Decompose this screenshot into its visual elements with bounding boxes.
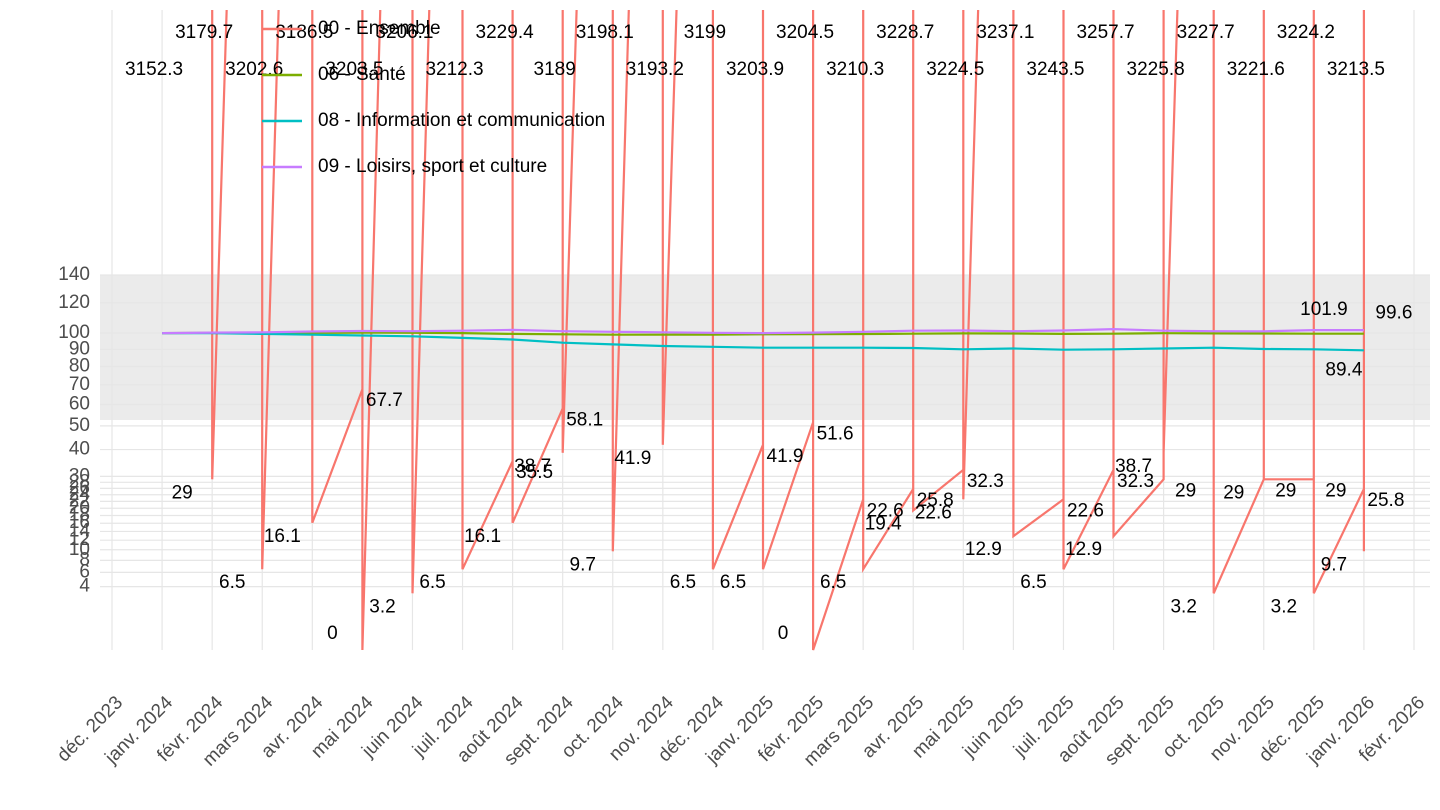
y-tick-label: 4 — [79, 576, 90, 597]
y-tick-label: 12 — [69, 529, 90, 550]
data-label: 3237.1 — [976, 22, 1034, 43]
y-tick-label: 8 — [79, 549, 90, 570]
data-label: 3206.1 — [375, 22, 433, 43]
data-label: 0 — [327, 623, 338, 644]
data-label: 41.9 — [767, 446, 804, 467]
data-label: 22.6 — [867, 500, 904, 521]
legend-label: 06 - Santé — [318, 64, 406, 85]
series-line — [162, 327, 1364, 335]
data-label: 6.5 — [820, 572, 846, 593]
y-tick-label: 140 — [58, 264, 90, 285]
data-label: 101.9 — [1300, 299, 1348, 320]
y-tick-label: 18 — [69, 505, 90, 526]
data-label: 3204.5 — [776, 22, 834, 43]
data-label: 3210.3 — [826, 59, 884, 80]
data-label: 3227.7 — [1177, 22, 1235, 43]
data-label: 3213.5 — [1327, 59, 1385, 80]
data-label: 25.8 — [917, 490, 954, 511]
y-tick-label: 20 — [69, 497, 90, 518]
data-label: 35.5 — [516, 462, 553, 483]
y-tick-label: 90 — [69, 338, 90, 359]
y-tick-label: 80 — [69, 356, 90, 377]
data-label: 9.7 — [1321, 554, 1347, 575]
legend-label: 00 - Ensemble — [318, 18, 441, 39]
legend-label: 09 - Loisirs, sport et culture — [318, 156, 547, 177]
data-label: 22.6 — [915, 502, 952, 523]
data-label: 32.3 — [967, 471, 1004, 492]
y-tick-label: 60 — [69, 394, 90, 415]
data-label: 99.6 — [1375, 303, 1412, 324]
y-tick-label: 100 — [58, 322, 90, 343]
data-label: 25.8 — [1367, 490, 1404, 511]
series-line — [162, 331, 1364, 336]
y-tick-label: 40 — [69, 439, 90, 460]
data-label: 29 — [172, 482, 193, 503]
data-label: 19.4 — [865, 513, 902, 534]
data-label: 3199 — [684, 22, 726, 43]
data-label: 3221.6 — [1227, 59, 1285, 80]
data-label: 22.6 — [1067, 500, 1104, 521]
data-label: 3224.5 — [926, 59, 984, 80]
data-label: 29 — [1325, 480, 1346, 501]
data-label: 41.9 — [614, 448, 651, 469]
data-label: 38.7 — [1115, 456, 1152, 477]
y-tick-label: 30 — [69, 465, 90, 486]
data-label: 3186.5 — [275, 22, 333, 43]
y-tick-label: 24 — [69, 484, 91, 505]
data-label: 9.7 — [570, 554, 596, 575]
data-label: 3198.1 — [576, 22, 634, 43]
data-label: 29 — [1275, 480, 1296, 501]
data-label: 58.1 — [566, 409, 603, 430]
y-tick-label: 120 — [58, 292, 90, 313]
data-label: 6.5 — [720, 572, 746, 593]
data-label: 3.2 — [1271, 596, 1297, 617]
series-line — [211, 10, 1365, 651]
y-tick-label: 28 — [69, 471, 90, 492]
data-label: 6.5 — [219, 572, 245, 593]
data-label: 32.3 — [1117, 471, 1154, 492]
data-label: 12.9 — [965, 539, 1002, 560]
data-label: 3212.3 — [425, 59, 483, 80]
data-label: 12.9 — [1065, 539, 1102, 560]
y-tick-label: 70 — [69, 374, 90, 395]
data-label: 3202.6 — [225, 59, 283, 80]
data-label: 3257.7 — [1076, 22, 1134, 43]
data-label: 29 — [1223, 482, 1244, 503]
y-tick-label: 16 — [69, 512, 90, 533]
data-label: 6.5 — [670, 572, 696, 593]
data-label: 3243.5 — [1026, 59, 1084, 80]
data-label: 0 — [778, 623, 789, 644]
legend-label: 08 - Information et communication — [318, 110, 605, 131]
y-tick-label: 10 — [69, 539, 90, 560]
data-label: 6.5 — [1020, 572, 1046, 593]
data-label: 3203.5 — [325, 59, 383, 80]
data-label: 67.7 — [366, 390, 403, 411]
data-label: 3193.2 — [626, 59, 684, 80]
data-label: 16.1 — [464, 526, 501, 547]
y-tick-label: 50 — [69, 415, 90, 436]
data-label: 3.2 — [369, 596, 395, 617]
data-label: 3.2 — [1170, 596, 1196, 617]
data-label: 3179.7 — [175, 22, 233, 43]
data-label: 16.1 — [264, 526, 301, 547]
data-label: 6.5 — [419, 572, 445, 593]
data-label: 29 — [1175, 480, 1196, 501]
y-tick-label: 22 — [69, 490, 90, 511]
data-label: 3152.3 — [125, 59, 183, 80]
data-label: 3229.4 — [476, 22, 535, 43]
y-tick-label: 6 — [79, 561, 90, 582]
data-label: 3203.9 — [726, 59, 784, 80]
y-tick-label: 26 — [69, 477, 90, 498]
series-line — [162, 332, 1364, 352]
data-label: 3225.8 — [1127, 59, 1185, 80]
data-label: 3224.2 — [1277, 22, 1335, 43]
data-label: 3189 — [534, 59, 576, 80]
y-tick-label: 14 — [69, 520, 91, 541]
data-label: 89.4 — [1325, 359, 1362, 380]
data-label: 51.6 — [817, 423, 854, 444]
data-label: 38.7 — [514, 456, 551, 477]
data-label: 3228.7 — [876, 22, 934, 43]
